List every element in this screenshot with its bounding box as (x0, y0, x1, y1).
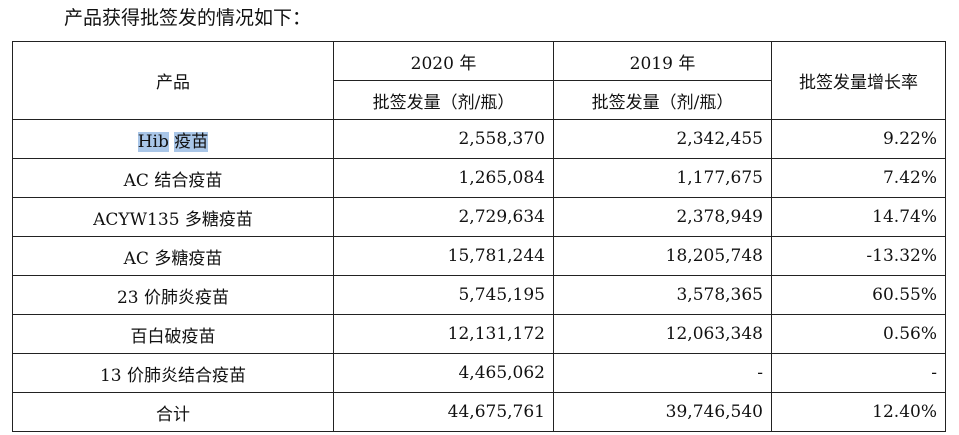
table-row-total: 合计 44,675,761 39,746,540 12.40% (12, 392, 946, 432)
value-2020: 2,729,634 (333, 197, 554, 237)
growth-rate: 14.74% (771, 197, 946, 237)
value-2020: 12,131,172 (333, 314, 554, 354)
table-row: 13 价肺炎结合疫苗 4,465,062 - - (12, 353, 946, 393)
value-2020: 4,465,062 (333, 353, 554, 393)
growth-rate: 60.55% (771, 275, 946, 315)
header-product: 产品 (12, 41, 334, 120)
table-row: Hib 疫苗 2,558,370 2,342,455 9.22% (12, 119, 946, 159)
value-2020: 15,781,244 (333, 236, 554, 276)
value-2020: 1,265,084 (333, 158, 554, 198)
table-row: ACYW135 多糖疫苗 2,729,634 2,378,949 14.74% (12, 197, 946, 237)
intro-text: 产品获得批签发的情况如下： (64, 7, 312, 29)
growth-rate: 12.40% (771, 392, 946, 432)
vaccine-batch-release-table: 产品 2020 年 2019 年 批签发量增长率 批签发量（剂/瓶） 批签发量（… (12, 41, 946, 432)
value-2020: 44,675,761 (333, 392, 554, 432)
value-2019: - (553, 353, 772, 393)
product-name-total: 合计 (12, 392, 334, 432)
table-row: 23 价肺炎疫苗 5,745,195 3,578,365 60.55% (12, 275, 946, 315)
table-row: 百白破疫苗 12,131,172 12,063,348 0.56% (12, 314, 946, 354)
value-2019: 2,378,949 (553, 197, 772, 237)
value-2019: 12,063,348 (553, 314, 772, 354)
header-sub-2019: 批签发量（剂/瓶） (553, 80, 772, 120)
product-name: ACYW135 多糖疫苗 (12, 197, 334, 237)
header-year-2020: 2020 年 (333, 41, 554, 81)
growth-rate: 9.22% (771, 119, 946, 159)
product-name: 13 价肺炎结合疫苗 (12, 353, 334, 393)
header-growth: 批签发量增长率 (771, 41, 946, 120)
product-name: 23 价肺炎疫苗 (12, 275, 334, 315)
value-2019: 1,177,675 (553, 158, 772, 198)
header-row-years: 产品 2020 年 2019 年 批签发量增长率 (12, 41, 946, 120)
hib-suffix-highlight: 疫苗 (174, 131, 209, 152)
value-2020: 5,745,195 (333, 275, 554, 315)
value-2019: 39,746,540 (553, 392, 772, 432)
growth-rate: 7.42% (771, 158, 946, 198)
product-name: 百白破疫苗 (12, 314, 334, 354)
value-2019: 18,205,748 (553, 236, 772, 276)
value-2020: 2,558,370 (333, 119, 554, 159)
header-year-2019: 2019 年 (553, 41, 772, 81)
product-name: AC 多糖疫苗 (12, 236, 334, 276)
growth-rate: - (771, 353, 946, 393)
header-sub-2020: 批签发量（剂/瓶） (333, 80, 554, 120)
value-2019: 3,578,365 (553, 275, 772, 315)
product-name-hib[interactable]: Hib 疫苗 (12, 119, 334, 159)
growth-rate: 0.56% (771, 314, 946, 354)
table-row: AC 多糖疫苗 15,781,244 18,205,748 -13.32% (12, 236, 946, 276)
growth-rate: -13.32% (771, 236, 946, 276)
table-row: AC 结合疫苗 1,265,084 1,177,675 7.42% (12, 158, 946, 198)
value-2019: 2,342,455 (553, 119, 772, 159)
product-name: AC 结合疫苗 (12, 158, 334, 198)
header-row-units: 批签发量（剂/瓶） 批签发量（剂/瓶） (13, 80, 946, 120)
hib-prefix-highlight: Hib (137, 131, 169, 152)
